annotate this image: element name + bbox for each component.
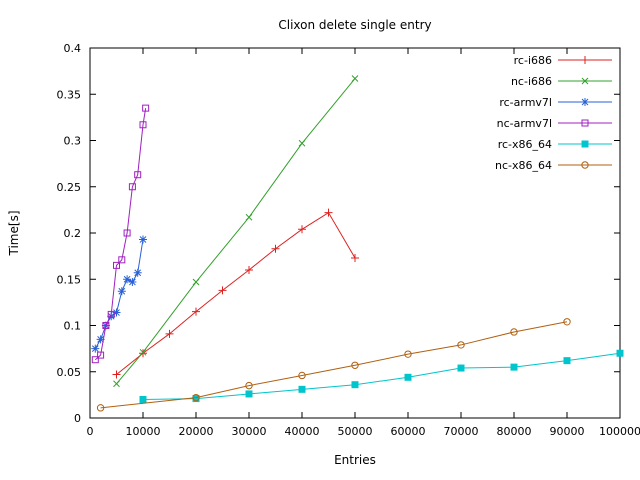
y-tick-label: 0.35 (57, 88, 82, 101)
x-tick-label: 100000 (599, 425, 640, 438)
series-rc-armv7l (91, 235, 147, 353)
x-tick-label: 50000 (338, 425, 373, 438)
x-tick-label: 90000 (550, 425, 585, 438)
x-tick-label: 0 (87, 425, 94, 438)
legend-entry: nc-x86_64 (495, 159, 612, 172)
x-tick-label: 80000 (497, 425, 532, 438)
y-axis-label: Time[s] (7, 211, 21, 257)
x-axis-label: Entries (334, 453, 376, 467)
series-rc-x86_64 (139, 349, 624, 403)
x-tick-label: 30000 (232, 425, 267, 438)
y-tick-label: 0.3 (64, 135, 82, 148)
legend-entry: nc-i686 (511, 75, 612, 88)
legend-label: rc-x86_64 (498, 138, 552, 151)
legend-entry: rc-armv7l (499, 96, 612, 109)
legend-entry: rc-i686 (514, 54, 612, 67)
y-tick-label: 0.4 (64, 42, 82, 55)
x-tick-label: 20000 (179, 425, 214, 438)
legend-label: rc-i686 (514, 54, 552, 67)
legend-entry: nc-armv7l (497, 117, 612, 130)
x-tick-label: 10000 (126, 425, 161, 438)
y-tick-label: 0.05 (57, 366, 82, 379)
y-tick-label: 0.2 (64, 227, 82, 240)
legend-label: rc-armv7l (499, 96, 552, 109)
legend-label: nc-i686 (511, 75, 552, 88)
x-tick-label: 60000 (391, 425, 426, 438)
y-tick-label: 0.25 (57, 181, 82, 194)
series-nc-armv7l (91, 104, 150, 364)
y-tick-label: 0.15 (57, 273, 82, 286)
series-rc-i686 (112, 208, 359, 379)
chart-title: Clixon delete single entry (278, 18, 431, 32)
series-nc-x86_64 (96, 318, 571, 412)
y-tick-label: 0 (74, 412, 81, 425)
series-nc-i686 (113, 75, 359, 388)
x-tick-label: 70000 (444, 425, 479, 438)
x-tick-label: 40000 (285, 425, 320, 438)
y-tick-label: 0.1 (64, 320, 82, 333)
legend-entry: rc-x86_64 (498, 138, 612, 151)
legend-label: nc-armv7l (497, 117, 552, 130)
legend-label: nc-x86_64 (495, 159, 552, 172)
